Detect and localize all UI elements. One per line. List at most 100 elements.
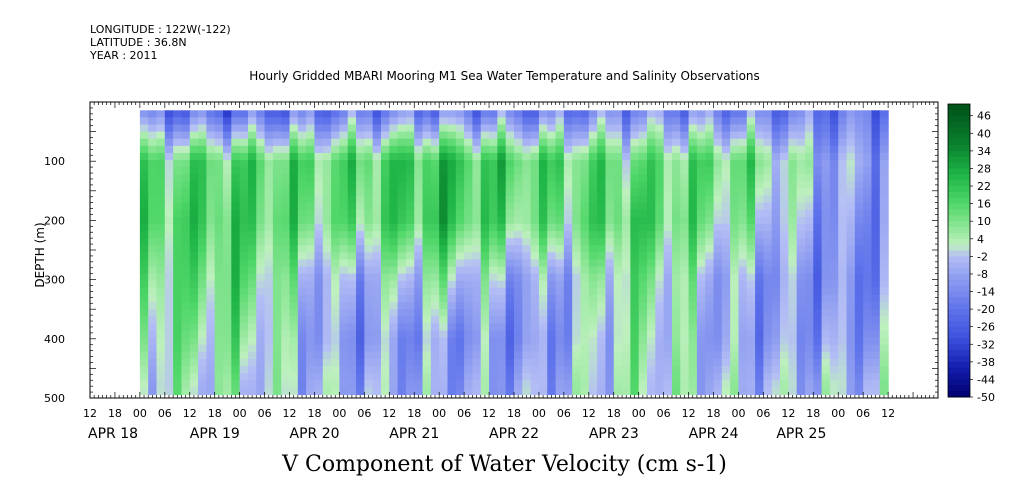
heatmap-cell [671,160,681,168]
heatmap-cell [563,387,573,396]
heatmap-cell [705,216,715,225]
heatmap-cell [854,209,864,218]
heatmap-cell [863,309,873,317]
heatmap-cell [821,330,831,339]
heatmap-cell [514,330,523,339]
heatmap-cell [289,330,299,339]
heatmap-cell [156,287,166,296]
heatmap-cell [247,167,257,175]
heatmap-cell [472,259,482,268]
heatmap-cell [663,174,673,182]
longitude-label: LONGITUDE : 122W(-122) [90,23,231,36]
heatmap-cell [597,152,607,161]
heatmap-cell [405,188,415,197]
heatmap-cell [638,131,648,140]
heatmap-cell [405,280,415,289]
heatmap-cell [472,195,482,204]
heatmap-cell [247,216,257,225]
heatmap-cell [696,387,706,396]
heatmap-cell [389,209,399,218]
heatmap-cell [206,167,216,175]
heatmap-cell [472,287,482,296]
heatmap-cell [663,351,673,360]
heatmap-cell [164,323,174,332]
heatmap-cell [788,330,798,339]
heatmap-cell [256,259,266,268]
heatmap-cell [239,238,249,246]
heatmap-cell [314,373,324,381]
heatmap-cell [405,351,415,360]
heatmap-cell [347,245,357,253]
heatmap-cell [214,238,224,246]
heatmap-cell [231,188,241,197]
heatmap-cell [780,188,789,197]
heatmap-cell [613,167,623,175]
heatmap-cell [430,138,440,147]
heatmap-cell [788,351,798,360]
heatmap-cell [472,358,482,367]
heatmap-cell [181,124,191,133]
heatmap-cell [771,174,781,182]
heatmap-cell [439,373,449,381]
heatmap-cell [422,387,432,396]
heatmap-cell [713,358,723,367]
heatmap-cell [364,138,374,147]
heatmap-cell [505,330,515,339]
heatmap-cell [580,373,590,381]
heatmap-cell [638,110,648,118]
heatmap-cell [530,373,540,381]
heatmap-cell [455,160,465,168]
heatmap-cell [738,131,748,140]
heatmap-cell [164,358,174,367]
heatmap-cell [738,188,748,197]
heatmap-cell [563,167,573,175]
heatmap-cell [871,287,881,296]
heatmap-cell [647,373,656,381]
heatmap-cell [156,231,166,239]
heatmap-cell [663,273,673,282]
heatmap-cell [788,223,798,232]
heatmap-cell [480,323,490,332]
heatmap-cell [322,330,332,339]
heatmap-cell [771,216,781,225]
heatmap-cell [380,302,390,310]
heatmap-cell [838,366,848,374]
heatmap-cell [173,174,183,182]
heatmap-cell [364,373,374,381]
heatmap-cell [405,174,415,182]
heatmap-cell [439,160,449,168]
heatmap-cell [256,366,266,374]
heatmap-cell [630,231,640,239]
heatmap-cell [497,117,507,126]
heatmap-cell [580,302,590,310]
heatmap-cell [372,351,382,360]
heatmap-cell [514,266,523,275]
heatmap-cell [314,366,324,374]
heatmap-cell [314,223,324,232]
heatmap-cell [522,380,532,388]
heatmap-cell [597,259,607,268]
heatmap-cell [256,387,266,396]
x-hour-tick-label: 06 [557,407,571,420]
heatmap-cell [414,280,424,289]
heatmap-cell [189,181,199,190]
heatmap-cell [223,202,232,211]
heatmap-cell [771,195,781,204]
heatmap-cell [198,202,207,211]
heatmap-cell [829,160,839,168]
heatmap-cell [189,266,199,275]
heatmap-cell [572,160,582,168]
heatmap-cell [763,216,773,225]
heatmap-cell [580,351,590,360]
heatmap-cell [364,195,374,204]
heatmap-cell [422,330,432,339]
heatmap-cell [763,152,773,161]
heatmap-cell [563,216,573,225]
heatmap-cell [497,145,507,154]
heatmap-cell [746,223,756,232]
heatmap-cell [771,209,781,218]
heatmap-cell [480,302,490,310]
heatmap-cell [272,380,282,388]
heatmap-cell [597,302,607,310]
